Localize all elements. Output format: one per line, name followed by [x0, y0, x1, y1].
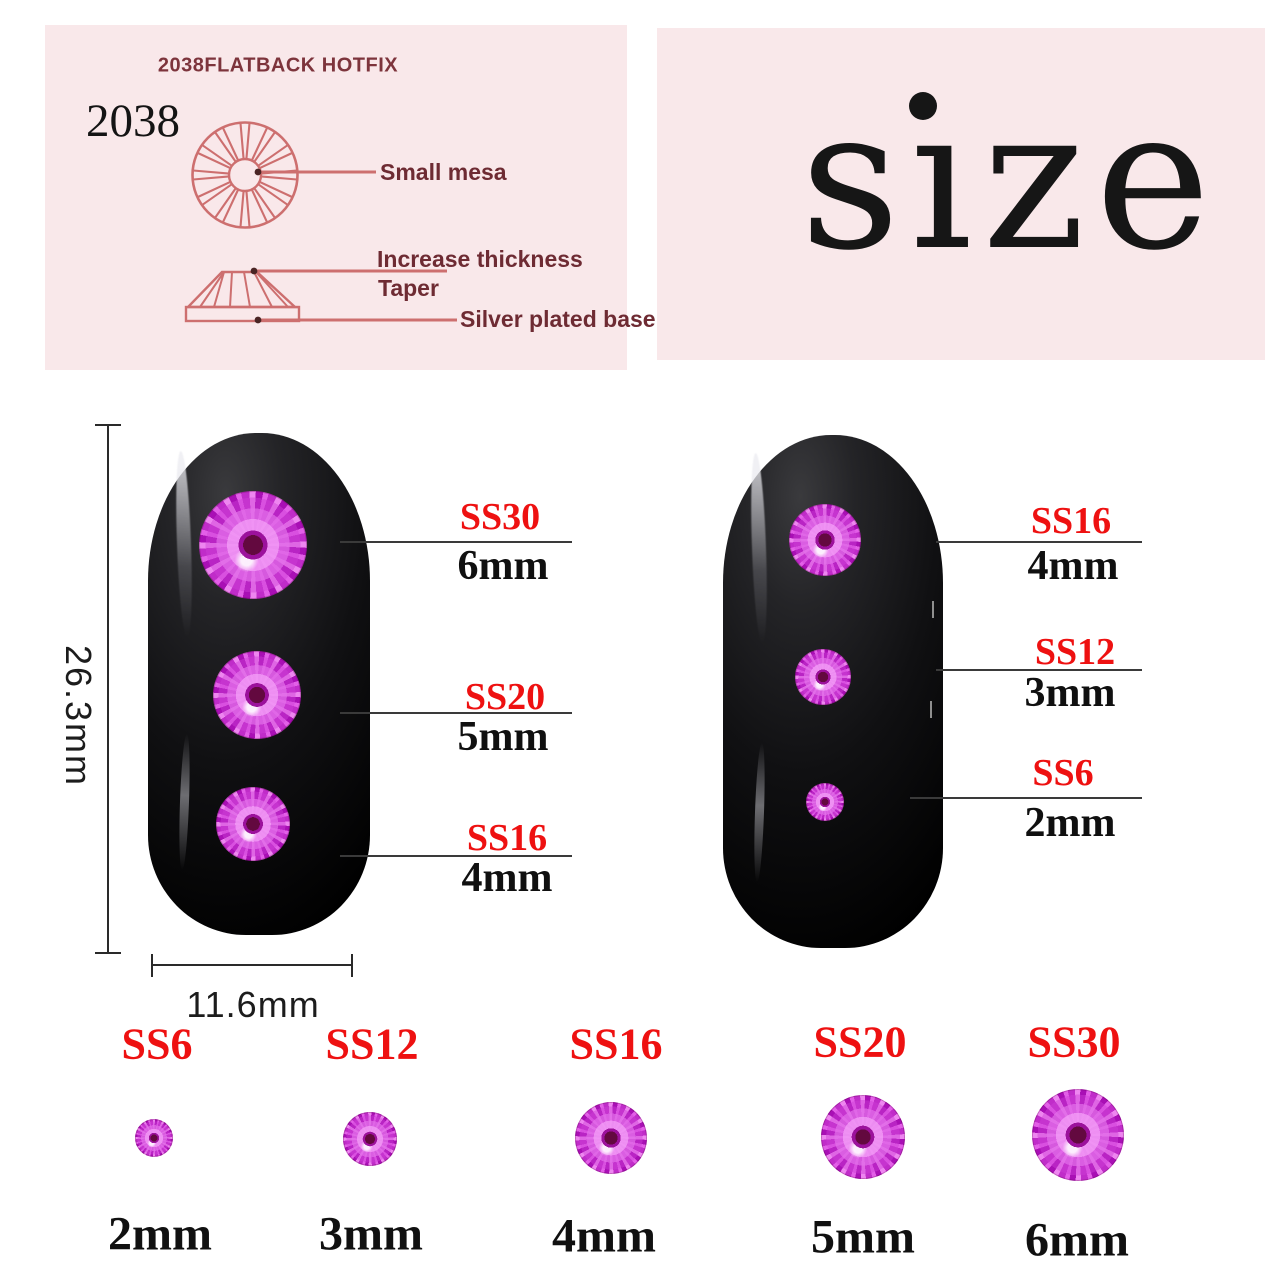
chart-stone-ss20 [821, 1095, 905, 1179]
chart-label-ss30: SS30 [1027, 1017, 1121, 1067]
size-title-i-dot-icon [909, 92, 937, 120]
chart-value-2mm: 2mm [108, 1207, 212, 1261]
callout-3mm-right: 3mm [1024, 670, 1116, 716]
chart-label-ss20: SS20 [813, 1017, 907, 1067]
chart-stone-ss16 [575, 1102, 647, 1174]
model-number: 2038 [86, 95, 180, 147]
nail-width-dimension: 11.6mm [186, 984, 320, 1025]
callout-ss12-right: SS12 [1034, 631, 1116, 673]
chart-label-ss16: SS16 [569, 1019, 663, 1069]
chart-value-3mm: 3mm [319, 1207, 423, 1261]
callout-6mm: 6mm [457, 543, 549, 589]
callout-ss30: SS30 [459, 496, 541, 538]
increase-thickness-label: Increase thickness [377, 246, 583, 272]
taper-label: Taper [378, 275, 439, 301]
chart-label-ss12: SS12 [325, 1019, 419, 1069]
stone-ss12-on-nail [795, 649, 851, 705]
chart-label-ss6: SS6 [121, 1019, 193, 1069]
chart-stone-ss12 [343, 1112, 397, 1166]
callout-ss6-right: SS6 [1032, 752, 1094, 794]
stone-ss30-on-nail [199, 491, 307, 599]
stone-ss20-on-nail [213, 651, 301, 739]
callout-4mm: 4mm [461, 855, 553, 901]
silver-base-label: Silver plated base [460, 305, 656, 332]
stone-ss16-on-nail-2 [789, 504, 861, 576]
callout-4mm-right: 4mm [1027, 543, 1119, 589]
callout-ss16: SS16 [466, 817, 548, 859]
callout-ss20: SS20 [464, 676, 546, 718]
nail-height-dimension: 26.3mm [58, 644, 99, 788]
flatback-diagram-panel: 2038FLATBACK HOTFIX [45, 25, 627, 370]
chart-stone-ss30 [1032, 1089, 1124, 1181]
chart-value-5mm: 5mm [811, 1210, 915, 1264]
size-title-panel [657, 28, 1265, 360]
small-mesa-label: Small mesa [380, 158, 507, 185]
chart-stone-ss6 [135, 1119, 173, 1157]
chart-value-6mm: 6mm [1025, 1213, 1129, 1267]
callout-5mm: 5mm [457, 714, 549, 760]
flatback-header: 2038FLATBACK HOTFIX [157, 54, 399, 77]
stone-ss6-on-nail [806, 783, 844, 821]
stone-ss16-on-nail [216, 787, 290, 861]
callout-2mm-right: 2mm [1024, 800, 1116, 846]
callout-ss16-right: SS16 [1030, 500, 1112, 542]
chart-value-4mm: 4mm [552, 1209, 656, 1263]
size-title: sıze [800, 66, 1221, 293]
